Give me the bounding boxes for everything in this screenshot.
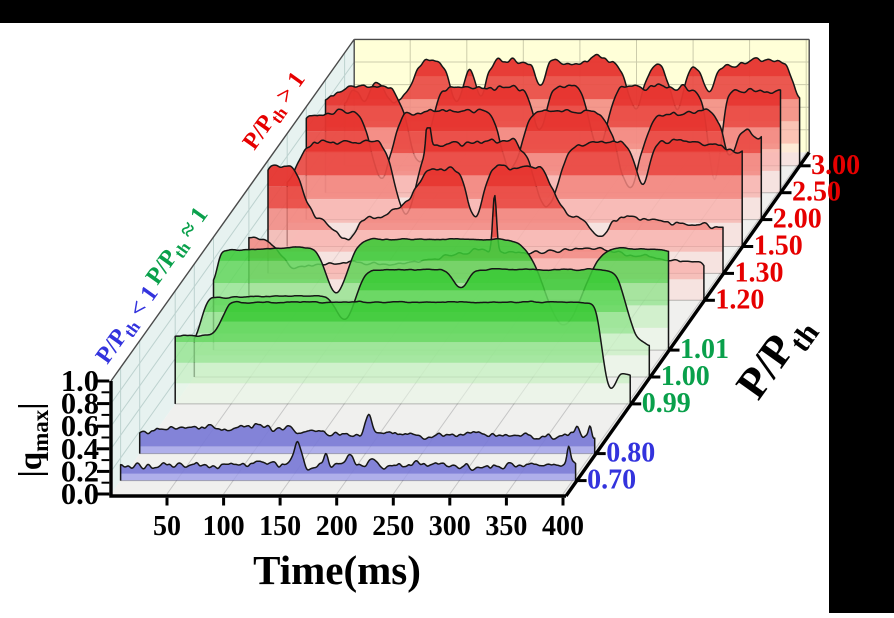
svg-text:0.8: 0.8 <box>61 387 99 421</box>
svg-text:300: 300 <box>429 511 471 542</box>
svg-text:1.0: 1.0 <box>61 364 99 398</box>
svg-text:1.01: 1.01 <box>680 334 729 365</box>
svg-text:|qmax|: |qmax| <box>13 402 53 477</box>
svg-text:1.30: 1.30 <box>735 257 784 288</box>
svg-text:350: 350 <box>485 511 527 542</box>
svg-text:0.4: 0.4 <box>61 432 99 466</box>
svg-text:200: 200 <box>316 511 358 542</box>
svg-text:Time(ms): Time(ms) <box>253 547 421 593</box>
svg-text:0.99: 0.99 <box>642 388 691 419</box>
svg-text:1.00: 1.00 <box>661 361 710 392</box>
svg-text:0.0: 0.0 <box>61 477 99 511</box>
svg-text:1.20: 1.20 <box>715 284 764 315</box>
svg-text:0.70: 0.70 <box>587 465 636 496</box>
svg-text:3.00: 3.00 <box>811 150 860 181</box>
svg-text:400: 400 <box>542 511 584 542</box>
svg-text:100: 100 <box>203 511 245 542</box>
svg-text:0.80: 0.80 <box>606 438 655 469</box>
svg-text:150: 150 <box>259 511 301 542</box>
svg-text:250: 250 <box>372 511 414 542</box>
svg-text:50: 50 <box>153 511 181 542</box>
svg-text:2.00: 2.00 <box>773 204 822 235</box>
svg-text:0.2: 0.2 <box>61 454 99 488</box>
svg-text:1.50: 1.50 <box>754 231 803 262</box>
svg-text:0.6: 0.6 <box>61 409 99 443</box>
svg-text:2.50: 2.50 <box>792 177 841 208</box>
